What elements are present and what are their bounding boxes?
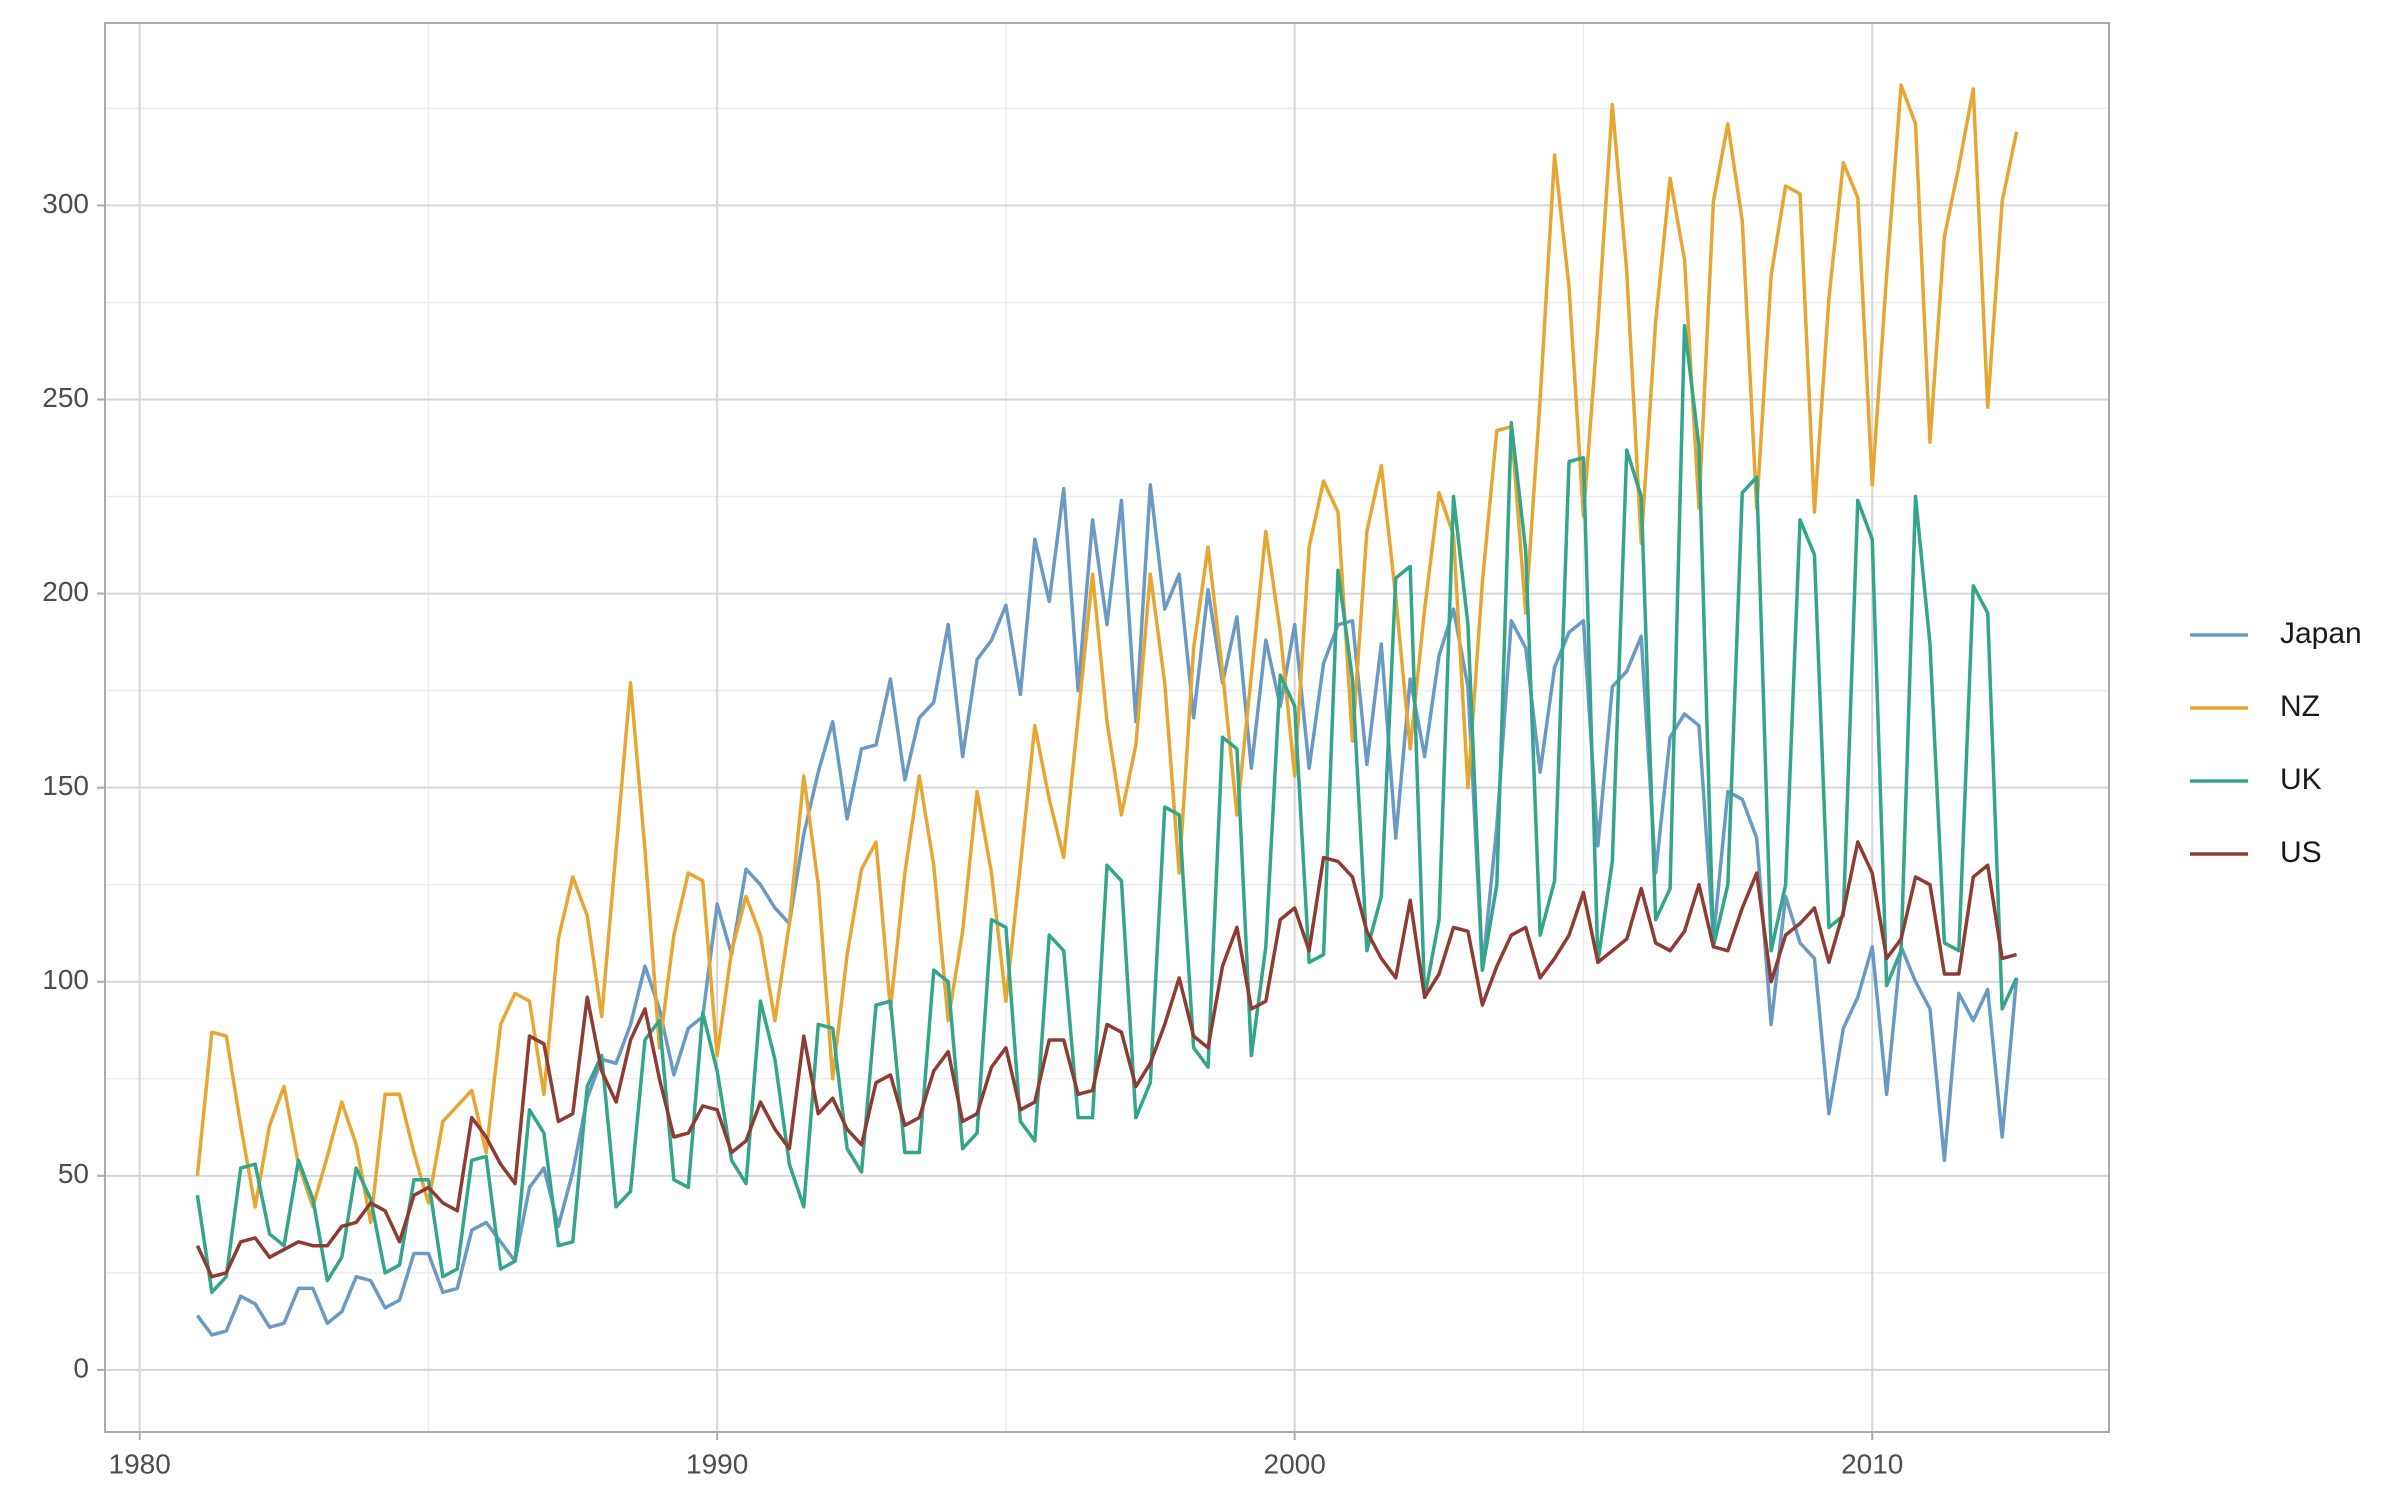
x-tick-label: 2000 <box>1264 1448 1326 1479</box>
y-tick-label: 100 <box>42 964 89 995</box>
x-tick-label: 1980 <box>109 1448 171 1479</box>
y-tick-label: 50 <box>58 1158 89 1189</box>
y-tick-label: 300 <box>42 188 89 219</box>
legend-label: NZ <box>2280 690 2320 723</box>
y-tick-label: 200 <box>42 576 89 607</box>
series-line <box>195 840 2018 1279</box>
y-tick-label: 150 <box>42 770 89 801</box>
panel-border <box>104 22 2110 1433</box>
x-tick-label: 1990 <box>686 1448 748 1479</box>
legend-label: UK <box>2280 763 2322 796</box>
legend-label: Japan <box>2280 617 2362 650</box>
y-tick-label: 250 <box>42 382 89 413</box>
x-tick-label: 2010 <box>1841 1448 1903 1479</box>
series-line <box>195 83 2019 1225</box>
y-tick-label: 0 <box>73 1352 89 1383</box>
legend-label: US <box>2280 836 2322 869</box>
